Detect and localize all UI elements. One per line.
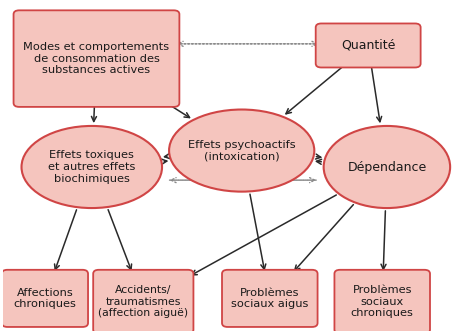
Text: Accidents/
traumatismes
(affection aiguë): Accidents/ traumatismes (affection aiguë… <box>98 285 188 318</box>
Text: Effets psychoactifs
(intoxication): Effets psychoactifs (intoxication) <box>188 140 295 161</box>
FancyBboxPatch shape <box>335 270 430 334</box>
Text: Quantité: Quantité <box>341 39 395 52</box>
FancyBboxPatch shape <box>14 10 179 107</box>
FancyBboxPatch shape <box>316 23 420 67</box>
FancyBboxPatch shape <box>93 270 193 334</box>
FancyBboxPatch shape <box>222 270 318 327</box>
Text: Problèmes
sociaux aigus: Problèmes sociaux aigus <box>231 288 309 309</box>
Text: Affections
chroniques: Affections chroniques <box>13 288 76 309</box>
FancyBboxPatch shape <box>2 270 88 327</box>
Ellipse shape <box>169 110 314 192</box>
Text: Dépendance: Dépendance <box>347 161 427 173</box>
Ellipse shape <box>21 126 162 208</box>
Text: Modes et comportements
de consommation des
substances actives: Modes et comportements de consommation d… <box>23 42 170 75</box>
Text: Problèmes
sociaux
chroniques: Problèmes sociaux chroniques <box>351 285 414 318</box>
Text: Effets toxiques
et autres effets
biochimiques: Effets toxiques et autres effets biochim… <box>48 150 136 184</box>
Ellipse shape <box>324 126 450 208</box>
